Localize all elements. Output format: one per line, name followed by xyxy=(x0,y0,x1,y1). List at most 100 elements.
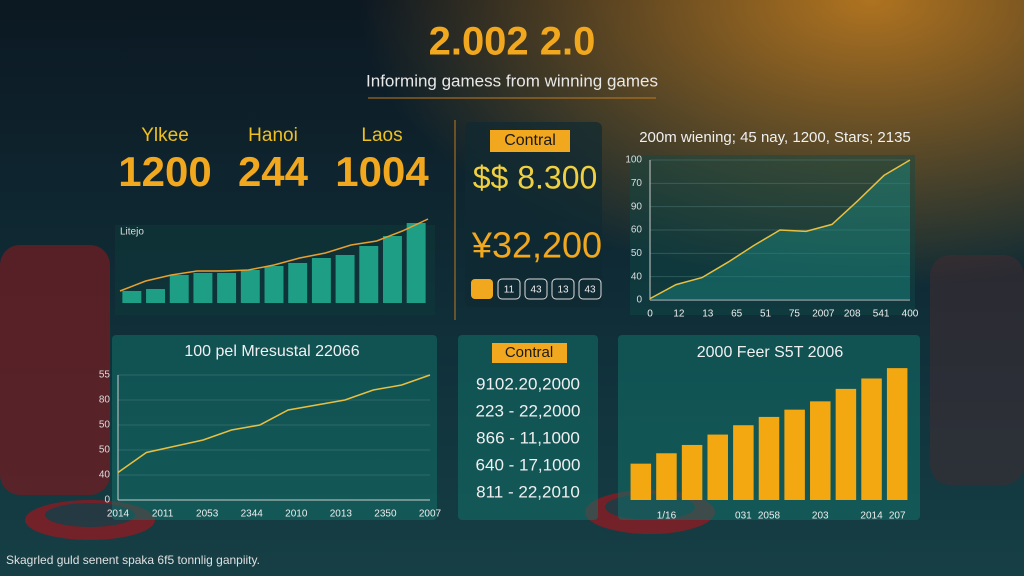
kpi-label: Hanoi xyxy=(248,125,298,146)
button-text[interactable]: 11 xyxy=(504,285,515,296)
y-tick-label: 70 xyxy=(631,178,643,189)
kpi-value: 1004 xyxy=(335,148,429,195)
x-tick-label: 2344 xyxy=(241,509,264,520)
chart-label: Litejo xyxy=(120,227,144,238)
x-tick-label: 12 xyxy=(673,309,685,320)
line xyxy=(117,374,431,474)
tag-text: Contral xyxy=(505,344,553,361)
chart-title: 100 pel Mresustal 22066 xyxy=(184,343,359,360)
bar xyxy=(810,401,831,500)
y-tick-label: 60 xyxy=(631,225,643,236)
list-row: 640 - 17,1000 xyxy=(476,455,581,474)
y-tick-label: 0 xyxy=(636,295,642,306)
x-tick-label: 207 xyxy=(889,511,906,522)
bar xyxy=(264,266,284,303)
bar xyxy=(707,434,728,500)
bar xyxy=(240,270,260,303)
list-row: 223 - 22,2000 xyxy=(476,401,581,420)
subtitle: Informing gamess from winning games xyxy=(366,71,658,90)
y-tick-label: 0 xyxy=(104,495,110,506)
y-tick-label: 100 xyxy=(625,155,642,166)
x-tick-label: 2010 xyxy=(285,509,308,520)
x-tick-label: 031 xyxy=(735,511,752,522)
bar xyxy=(146,289,166,303)
chart-title: 2000 Feer S5T 2006 xyxy=(697,344,844,361)
button[interactable] xyxy=(524,278,548,300)
x-tick-label: 75 xyxy=(789,309,801,320)
bar xyxy=(681,444,703,500)
y-tick-label: 50 xyxy=(99,420,111,431)
amount: $$ 8.300 xyxy=(473,159,598,195)
kpi-value: 1200 xyxy=(118,148,211,195)
button[interactable] xyxy=(497,278,521,300)
x-tick-label: 400 xyxy=(902,309,919,320)
y-tick-label: 90 xyxy=(631,201,643,212)
title: 2.002 2.0 xyxy=(429,20,596,64)
y-tick-label: 40 xyxy=(99,470,111,481)
x-tick-label: 2014 xyxy=(860,511,883,522)
x-tick-label: 2014 xyxy=(107,509,130,520)
bar xyxy=(886,368,908,500)
y-tick-label: 50 xyxy=(99,445,111,456)
bar xyxy=(288,263,308,303)
button[interactable] xyxy=(578,278,602,300)
bar xyxy=(335,255,355,303)
bar xyxy=(630,463,652,500)
x-tick-label: 1/16 xyxy=(657,511,677,522)
x-tick-label: 2053 xyxy=(196,509,219,520)
kpi-value: 244 xyxy=(238,148,309,195)
x-tick-label: 0 xyxy=(647,309,653,320)
bar xyxy=(406,223,426,303)
bar xyxy=(382,236,402,303)
kpi-label: Ylkee xyxy=(141,125,189,146)
bar xyxy=(835,388,857,500)
y-tick-label: 50 xyxy=(631,248,643,259)
line xyxy=(649,159,911,300)
bar xyxy=(169,275,189,303)
list-row: 9102.20,2000 xyxy=(476,374,580,393)
y-tick-label: 40 xyxy=(631,271,643,282)
bar xyxy=(122,291,142,303)
footer: Skagrled guld senent spaka 6f5 tonnlig g… xyxy=(6,553,260,567)
amount: ¥32,200 xyxy=(471,225,602,266)
x-tick-label: 2013 xyxy=(330,509,353,520)
bar xyxy=(656,453,677,500)
chart-title: 200m wiening; 45 nay, 1200, Stars; 2135 xyxy=(639,129,911,146)
bar xyxy=(784,409,805,500)
tag xyxy=(490,130,570,152)
x-tick-label: 51 xyxy=(760,309,772,320)
panel xyxy=(112,335,437,520)
x-tick-label: 203 xyxy=(812,511,829,522)
y-tick-label: 80 xyxy=(99,395,111,406)
bar xyxy=(311,258,331,303)
bar xyxy=(193,273,213,303)
list-row: 811 - 22,2010 xyxy=(476,482,580,501)
bar xyxy=(217,273,237,303)
button[interactable] xyxy=(551,278,575,300)
x-tick-label: 2007 xyxy=(419,509,442,520)
line xyxy=(119,218,429,292)
x-tick-label: 541 xyxy=(873,309,890,320)
x-tick-label: 2011 xyxy=(152,509,174,520)
tag-text: Contral xyxy=(504,132,556,149)
y-tick-label: 55 xyxy=(99,370,111,381)
button-text[interactable]: 43 xyxy=(584,285,596,296)
tag xyxy=(492,343,567,363)
bar xyxy=(359,246,379,303)
x-tick-label: 65 xyxy=(731,309,743,320)
bar xyxy=(861,378,882,500)
kpi-label: Laos xyxy=(361,125,402,146)
button[interactable] xyxy=(471,279,493,299)
bar xyxy=(733,425,754,500)
x-tick-label: 2058 xyxy=(758,511,781,522)
bar xyxy=(758,416,780,500)
x-tick-label: 2350 xyxy=(374,509,397,520)
panel xyxy=(465,122,602,307)
panel xyxy=(458,335,598,520)
button-text[interactable]: 43 xyxy=(530,285,542,296)
x-tick-label: 13 xyxy=(702,309,714,320)
button-text[interactable]: 13 xyxy=(557,285,569,296)
x-tick-label: 2007 xyxy=(812,309,835,320)
